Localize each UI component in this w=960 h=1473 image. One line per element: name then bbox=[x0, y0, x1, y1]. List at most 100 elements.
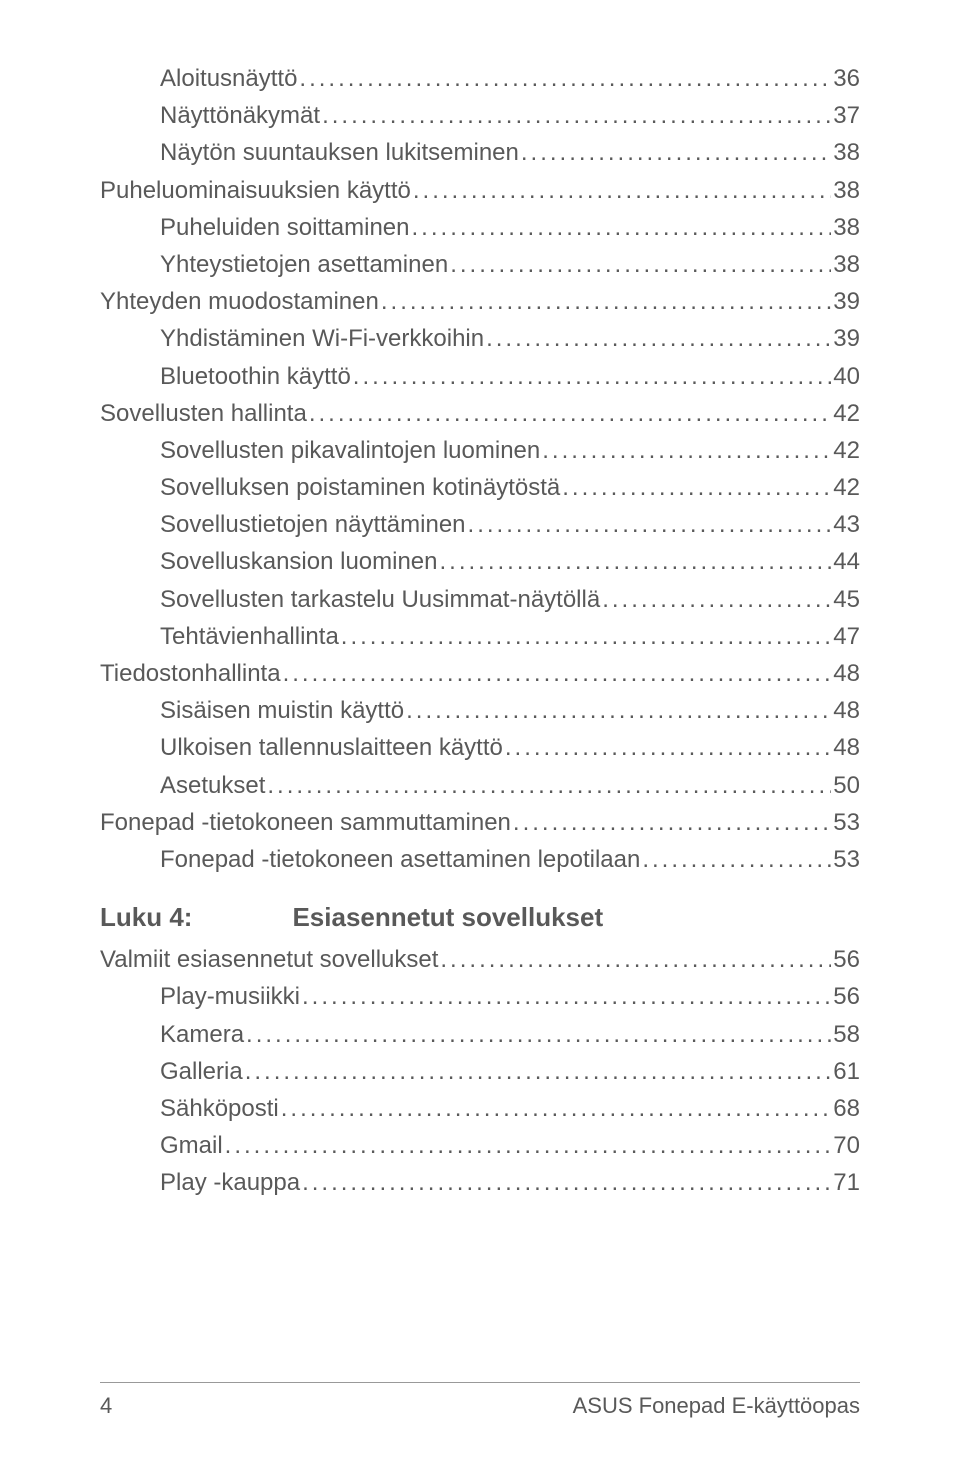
toc-entry-page: 38 bbox=[833, 134, 860, 171]
toc-entry[interactable]: Valmiit esiasennetut sovellukset 56 bbox=[100, 941, 860, 978]
toc-leader-dots bbox=[505, 729, 831, 766]
toc-entry[interactable]: Asetukset50 bbox=[160, 767, 860, 804]
toc-entry[interactable]: Sovellusten hallinta 42 bbox=[100, 395, 860, 432]
toc-entry-title: Sovelluskansion luominen bbox=[160, 543, 438, 580]
toc-entry-page: 68 bbox=[833, 1090, 860, 1127]
toc-entry[interactable]: Yhteystietojen asettaminen 38 bbox=[160, 246, 860, 283]
toc-leader-dots bbox=[309, 395, 831, 432]
toc-entry[interactable]: Tehtävienhallinta47 bbox=[160, 618, 860, 655]
toc-entry-page: 71 bbox=[833, 1164, 860, 1201]
toc-entry[interactable]: Puheluiden soittaminen38 bbox=[160, 209, 860, 246]
footer-rule bbox=[100, 1382, 860, 1383]
toc-entry-title: Sisäisen muistin käyttö bbox=[160, 692, 404, 729]
toc-entry-title: Gmail bbox=[160, 1127, 223, 1164]
toc-entry-title: Näytön suuntauksen lukitseminen bbox=[160, 134, 519, 171]
toc-entry[interactable]: Fonepad -tietokoneen asettaminen lepotil… bbox=[160, 841, 860, 878]
toc-entry[interactable]: Tiedostonhallinta 48 bbox=[100, 655, 860, 692]
toc-leader-dots bbox=[468, 506, 832, 543]
toc-entry[interactable]: Puheluominaisuuksien käyttö 38 bbox=[100, 172, 860, 209]
toc-leader-dots bbox=[440, 543, 832, 580]
toc-entry-page: 39 bbox=[833, 283, 860, 320]
toc-entry-page: 70 bbox=[833, 1127, 860, 1164]
toc-entry-title: Sovellustietojen näyttäminen bbox=[160, 506, 466, 543]
toc-leader-dots bbox=[602, 581, 831, 618]
toc-entry-page: 45 bbox=[833, 581, 860, 618]
toc-entry[interactable]: Play-musiikki56 bbox=[160, 978, 860, 1015]
toc-entry-page: 43 bbox=[833, 506, 860, 543]
toc-entry-title: Valmiit esiasennetut sovellukset bbox=[100, 941, 438, 978]
toc-entry[interactable]: Sovellusten tarkastelu Uusimmat-näytöllä… bbox=[160, 581, 860, 618]
toc-entry[interactable]: Yhdistäminen Wi-Fi-verkkoihin39 bbox=[160, 320, 860, 357]
toc-entry-page: 37 bbox=[833, 97, 860, 134]
toc-block: Aloitusnäyttö36Näyttönäkymät37Näytön suu… bbox=[100, 60, 860, 878]
toc-leader-dots bbox=[440, 941, 831, 978]
toc-entry-page: 53 bbox=[833, 841, 860, 878]
toc-entry-page: 42 bbox=[833, 469, 860, 506]
footer-page-number: 4 bbox=[100, 1393, 112, 1419]
toc-entry-page: 38 bbox=[833, 246, 860, 283]
toc-entry-page: 48 bbox=[833, 729, 860, 766]
toc-entry-page: 42 bbox=[833, 395, 860, 432]
chapter-heading-row: Luku 4: Esiasennetut sovellukset bbox=[100, 902, 860, 933]
toc-leader-dots bbox=[642, 841, 831, 878]
toc-entry[interactable]: Ulkoisen tallennuslaitteen käyttö48 bbox=[160, 729, 860, 766]
toc-leader-dots bbox=[381, 283, 831, 320]
toc-leader-dots bbox=[245, 1053, 832, 1090]
toc-entry-title: Play -kauppa bbox=[160, 1164, 300, 1201]
toc-entry-title: Sovellusten tarkastelu Uusimmat-näytöllä bbox=[160, 581, 600, 618]
toc-entry[interactable]: Sovellustietojen näyttäminen 43 bbox=[160, 506, 860, 543]
toc-entry-title: Yhdistäminen Wi-Fi-verkkoihin bbox=[160, 320, 484, 357]
toc-entry[interactable]: Galleria 61 bbox=[160, 1053, 860, 1090]
toc-leader-dots bbox=[246, 1016, 831, 1053]
toc-entry-title: Puheluominaisuuksien käyttö bbox=[100, 172, 411, 209]
toc-entry[interactable]: Yhteyden muodostaminen 39 bbox=[100, 283, 860, 320]
toc-entry[interactable]: Play -kauppa 71 bbox=[160, 1164, 860, 1201]
toc-entry[interactable]: Sähköposti 68 bbox=[160, 1090, 860, 1127]
toc-leader-dots bbox=[521, 134, 831, 171]
toc-entry[interactable]: Bluetoothin käyttö40 bbox=[160, 358, 860, 395]
toc-entry-page: 38 bbox=[833, 172, 860, 209]
toc-entry[interactable]: Fonepad -tietokoneen sammuttaminen53 bbox=[100, 804, 860, 841]
toc-entry-page: 42 bbox=[833, 432, 860, 469]
toc-leader-dots bbox=[283, 655, 832, 692]
toc-leader-dots bbox=[413, 172, 831, 209]
toc-entry-title: Sovellusten hallinta bbox=[100, 395, 307, 432]
toc-entry-title: Galleria bbox=[160, 1053, 243, 1090]
toc-leader-dots bbox=[450, 246, 831, 283]
toc-entry-title: Puheluiden soittaminen bbox=[160, 209, 410, 246]
toc-entry-page: 61 bbox=[833, 1053, 860, 1090]
toc-entry[interactable]: Sisäisen muistin käyttö48 bbox=[160, 692, 860, 729]
toc-leader-dots bbox=[406, 692, 831, 729]
toc-entry[interactable]: Sovelluskansion luominen 44 bbox=[160, 543, 860, 580]
toc-entry-title: Sovelluksen poistaminen kotinäytöstä bbox=[160, 469, 560, 506]
toc-leader-dots bbox=[302, 1164, 831, 1201]
toc-entry[interactable]: Näytön suuntauksen lukitseminen 38 bbox=[160, 134, 860, 171]
toc-entry[interactable]: Sovelluksen poistaminen kotinäytöstä 42 bbox=[160, 469, 860, 506]
toc-leader-dots bbox=[341, 618, 832, 655]
footer-doc-title: ASUS Fonepad E-käyttöopas bbox=[573, 1393, 860, 1419]
toc-entry-title: Yhteyden muodostaminen bbox=[100, 283, 379, 320]
toc-leader-dots bbox=[542, 432, 831, 469]
toc-entry-title: Yhteystietojen asettaminen bbox=[160, 246, 448, 283]
toc-entry-page: 44 bbox=[833, 543, 860, 580]
toc-leader-dots bbox=[513, 804, 831, 841]
toc-leader-dots bbox=[267, 767, 831, 804]
toc-entry-title: Tehtävienhallinta bbox=[160, 618, 339, 655]
chapter-label: Luku 4: bbox=[100, 902, 192, 933]
toc-entry-title: Sovellusten pikavalintojen luominen bbox=[160, 432, 540, 469]
toc-entry-page: 36 bbox=[833, 60, 860, 97]
toc-entry[interactable]: Sovellusten pikavalintojen luominen 42 bbox=[160, 432, 860, 469]
toc-entry[interactable]: Kamera58 bbox=[160, 1016, 860, 1053]
toc-entry-page: 48 bbox=[833, 655, 860, 692]
footer-row: 4 ASUS Fonepad E-käyttöopas bbox=[100, 1393, 860, 1419]
toc-entry[interactable]: Gmail 70 bbox=[160, 1127, 860, 1164]
toc-entry-title: Sähköposti bbox=[160, 1090, 279, 1127]
toc-entry[interactable]: Näyttönäkymät37 bbox=[160, 97, 860, 134]
toc-entry-title: Fonepad -tietokoneen asettaminen lepotil… bbox=[160, 841, 640, 878]
toc-entry[interactable]: Aloitusnäyttö36 bbox=[160, 60, 860, 97]
toc-leader-dots bbox=[322, 97, 831, 134]
toc-entry-page: 56 bbox=[833, 941, 860, 978]
toc-entry-title: Tiedostonhallinta bbox=[100, 655, 281, 692]
toc-leader-dots bbox=[225, 1127, 832, 1164]
toc-leader-dots bbox=[299, 60, 831, 97]
